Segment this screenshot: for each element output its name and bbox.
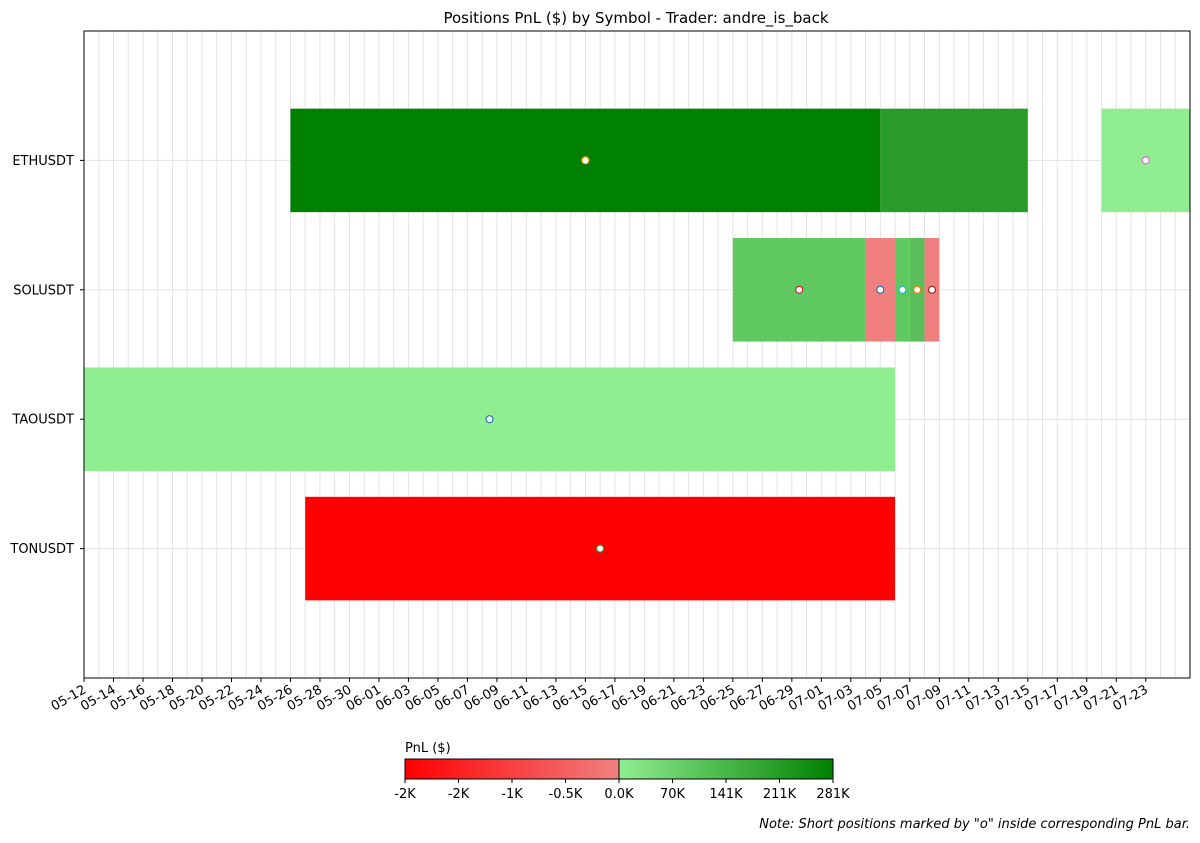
short-marker — [898, 285, 907, 294]
x-tick-label: 07-23 — [1111, 682, 1151, 714]
short-marker — [1141, 156, 1150, 165]
colorbar-tick-label: -1K — [501, 787, 523, 802]
y-tick-label: SOLUSDT — [13, 283, 74, 298]
short-marker — [795, 285, 804, 294]
short-marker — [596, 544, 605, 553]
y-tick-label: TAOUSDT — [11, 413, 74, 428]
colorbar-positive — [619, 759, 833, 779]
short-marker — [876, 285, 885, 294]
x-axis: 05-1205-1405-1605-1805-2005-2205-2405-26… — [49, 678, 1151, 714]
position-bar — [880, 108, 1028, 213]
short-marker — [927, 285, 937, 294]
colorbar-tick-label: 0.0K — [604, 787, 634, 802]
short-positions-note: Note: Short positions marked by "o" insi… — [759, 817, 1190, 832]
short-marker — [485, 415, 494, 424]
colorbar-tick-label: 70K — [660, 787, 686, 802]
plot-frame — [83, 30, 1191, 679]
colorbar-tick-label: -2K — [394, 787, 416, 802]
short-marker — [913, 285, 922, 294]
y-tick-label: TONUSDT — [9, 542, 74, 557]
colorbar-tick-label: 211K — [763, 787, 797, 802]
short-marker — [581, 156, 590, 165]
position-bars — [84, 108, 1190, 601]
colorbar-tick-label: -0.5K — [549, 787, 583, 802]
short-markers — [485, 156, 1150, 553]
colorbar-tick-label: 281K — [816, 787, 850, 802]
colorbar-ticks: -2K -2K -1K -0.5K 0.0K 70K 141K 211K 281K — [394, 779, 850, 802]
colorbar-tick-label: 141K — [709, 787, 743, 802]
y-axis: ETHUSDT SOLUSDT TAOUSDT TONUSDT — [9, 154, 84, 557]
chart-title: Positions PnL ($) by Symbol - Trader: an… — [443, 9, 828, 28]
colorbar-negative — [405, 759, 619, 779]
colorbar-label: PnL ($) — [405, 741, 451, 756]
y-tick-label: ETHUSDT — [12, 154, 74, 169]
colorbar-tick-label: -2K — [448, 787, 470, 802]
